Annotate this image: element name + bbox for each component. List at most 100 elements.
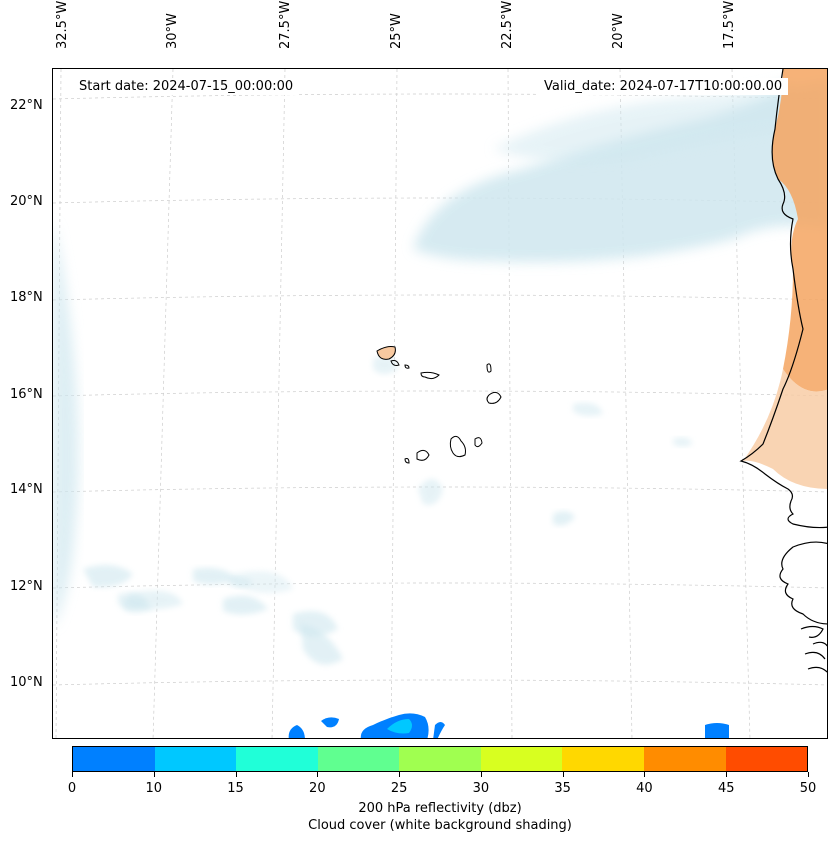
colorbar-tick-label: 45 — [717, 781, 735, 796]
colorbar-tick — [480, 772, 482, 777]
parallel-18n — [53, 294, 827, 301]
colorbar-tick — [399, 772, 401, 777]
cloud-patch-west-1 — [83, 565, 133, 588]
colorbar-tick-label: 35 — [554, 781, 571, 796]
lat-label-20n: 20°N — [10, 194, 43, 209]
meridian-22-5w — [507, 69, 513, 738]
meridian-32-5w — [55, 69, 62, 738]
colorbar-tick — [235, 772, 237, 777]
colorbar-tick — [644, 772, 646, 777]
lon-label-20w: 20°W — [611, 13, 626, 49]
cloud-patch-2 — [223, 595, 268, 615]
cloud-cover-shading — [53, 79, 827, 665]
cloud-band-north-top — [493, 79, 793, 163]
colorbar — [72, 746, 808, 772]
lat-label-14n: 14°N — [10, 482, 43, 497]
colorbar-segment — [73, 747, 155, 771]
cloud-patch-1 — [193, 567, 238, 585]
map-panel[interactable]: Start date: 2024-07-15_00:00:00 — [52, 68, 828, 739]
lat-label-18n: 18°N — [10, 290, 43, 305]
parallel-10n — [53, 679, 827, 686]
colorbar-tick — [726, 772, 728, 777]
cloud-patch-12 — [233, 571, 293, 593]
island-santa-luzia — [404, 364, 410, 369]
colorbar-segment — [480, 747, 563, 771]
west-africa-land — [739, 69, 827, 673]
cloud-patch-9 — [553, 511, 575, 526]
parallel-16n — [53, 390, 827, 397]
colorbar-tick-label: 0 — [67, 781, 77, 796]
cloud-patch-14 — [673, 437, 693, 447]
coastline-far-south — [800, 625, 827, 673]
parallel-22n — [53, 93, 827, 100]
coastline-south — [779, 541, 827, 625]
colorbar-segment — [725, 747, 808, 771]
colorbar-segment — [399, 747, 481, 771]
land-heat-shading-south — [743, 369, 827, 489]
meridian-20w — [619, 69, 633, 738]
parallel-20n — [53, 197, 827, 204]
island-sao-vicente — [390, 360, 400, 366]
lon-label-22-5w: 22.5°W — [500, 0, 515, 49]
reflectivity-cell-5 — [705, 723, 729, 738]
colorbar-tick — [153, 772, 155, 777]
colorbar-segment — [154, 747, 237, 771]
colorbar-segment — [643, 747, 726, 771]
island-sal — [486, 363, 492, 373]
map-canvas — [53, 69, 827, 738]
meridian-30w — [152, 69, 174, 738]
reflectivity-cell-3-core — [387, 719, 412, 734]
island-santo-antao — [376, 346, 396, 360]
reflectivity-cell-1 — [288, 725, 305, 738]
colorbar-segment — [236, 747, 318, 771]
cloud-patch-7 — [301, 624, 343, 665]
colorbar-tick-label: 30 — [472, 781, 490, 796]
meridian-25w — [390, 69, 398, 738]
reflectivity-cells — [288, 713, 729, 738]
cloud-patch-10 — [373, 355, 398, 374]
colorbar-tick-label: 20 — [309, 781, 326, 796]
lat-label-16n: 16°N — [10, 387, 43, 402]
colorbar-segment — [317, 747, 400, 771]
colorbar-tick — [317, 772, 319, 777]
colorbar-label: 200 hPa reflectivity (dbz) — [358, 801, 522, 816]
land-heat-shading — [772, 69, 827, 392]
lat-label-10n: 10°N — [10, 675, 43, 690]
coastline — [739, 69, 827, 529]
colorbar-tick — [808, 772, 809, 777]
parallel-12n — [53, 582, 827, 589]
island-sao-nicolau — [420, 371, 440, 380]
cloud-patch-11 — [128, 590, 183, 609]
lat-label-12n: 12°N — [10, 579, 43, 594]
colorbar-tick — [562, 772, 564, 777]
meridian-17-5w — [731, 69, 751, 738]
island-santiago — [449, 435, 466, 458]
lon-label-17-5w: 17.5°W — [722, 0, 737, 49]
lon-label-25w: 25°W — [389, 13, 404, 49]
island-brava — [404, 458, 410, 464]
cape-verde-islands — [376, 346, 502, 464]
colorbar-tick-label: 50 — [799, 781, 817, 796]
meridian-27-5w — [271, 69, 286, 738]
reflectivity-cell-4 — [433, 722, 445, 738]
cloud-west-edge — [53, 219, 79, 629]
cloud-patch-8 — [418, 479, 443, 505]
lat-label-22n: 22°N — [10, 98, 43, 113]
colorbar-tick-label: 25 — [390, 781, 408, 796]
valid-date-label: Valid_date: 2024-07-17T10:00:00.00 — [538, 78, 789, 95]
colorbar-tick — [72, 772, 73, 777]
graticule — [53, 69, 827, 738]
lon-label-32-5w: 32.5°W — [55, 0, 70, 49]
cloud-patch-13 — [573, 402, 603, 416]
start-date-label: Start date: 2024-07-15_00:00:00 — [73, 78, 300, 95]
colorbar-tick-label: 40 — [636, 781, 653, 796]
reflectivity-cell-2 — [321, 717, 339, 728]
parallel-14n — [53, 486, 827, 493]
lon-label-30w: 30°W — [165, 13, 180, 49]
island-fogo — [416, 449, 430, 461]
island-maio — [474, 437, 483, 448]
island-boa-vista — [486, 391, 502, 404]
lon-label-27-5w: 27.5°W — [278, 0, 293, 49]
colorbar-sublabel: Cloud cover (white background shading) — [308, 818, 572, 833]
colorbar-segment — [562, 747, 644, 771]
